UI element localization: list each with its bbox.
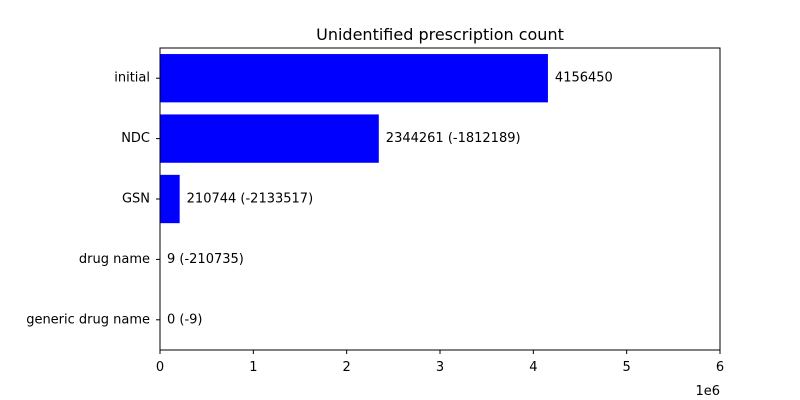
x-tick-label: 4 <box>529 360 537 375</box>
y-tick-label: generic drug name <box>26 312 150 327</box>
x-tick-label: 5 <box>623 360 631 375</box>
data-label: 0 (-9) <box>167 312 203 327</box>
bar-ndc <box>160 114 379 163</box>
axes-layer: initial NDC GSN drug name generic drug name 0… <box>26 71 724 375</box>
y-tick-label: initial <box>114 71 150 86</box>
bars-layer: 4156450 2344261 (-1812189) 210744 (-213351… <box>160 54 613 327</box>
x-tick-label: 6 <box>716 360 724 375</box>
data-label: 2344261 (-1812189) <box>386 131 521 146</box>
y-tick-label: drug name <box>79 252 150 267</box>
x-tick-label: 1 <box>249 360 257 375</box>
data-label: 210744 (-2133517) <box>187 192 314 207</box>
chart-title: Unidentified prescription count <box>316 25 564 44</box>
bar-gsn <box>160 174 180 224</box>
x-axis-offset-label: 1e6 <box>695 384 720 399</box>
plot-frame <box>159 47 721 351</box>
bar-initial <box>160 54 548 103</box>
x-tick-label: 2 <box>343 360 351 375</box>
data-label: 4156450 <box>555 71 613 86</box>
y-tick-label: NDC <box>121 131 150 146</box>
y-tick-label: GSN <box>122 192 150 207</box>
x-tick-label: 0 <box>156 360 164 375</box>
x-tick-label: 3 <box>436 360 444 375</box>
data-label: 9 (-210735) <box>167 252 244 267</box>
